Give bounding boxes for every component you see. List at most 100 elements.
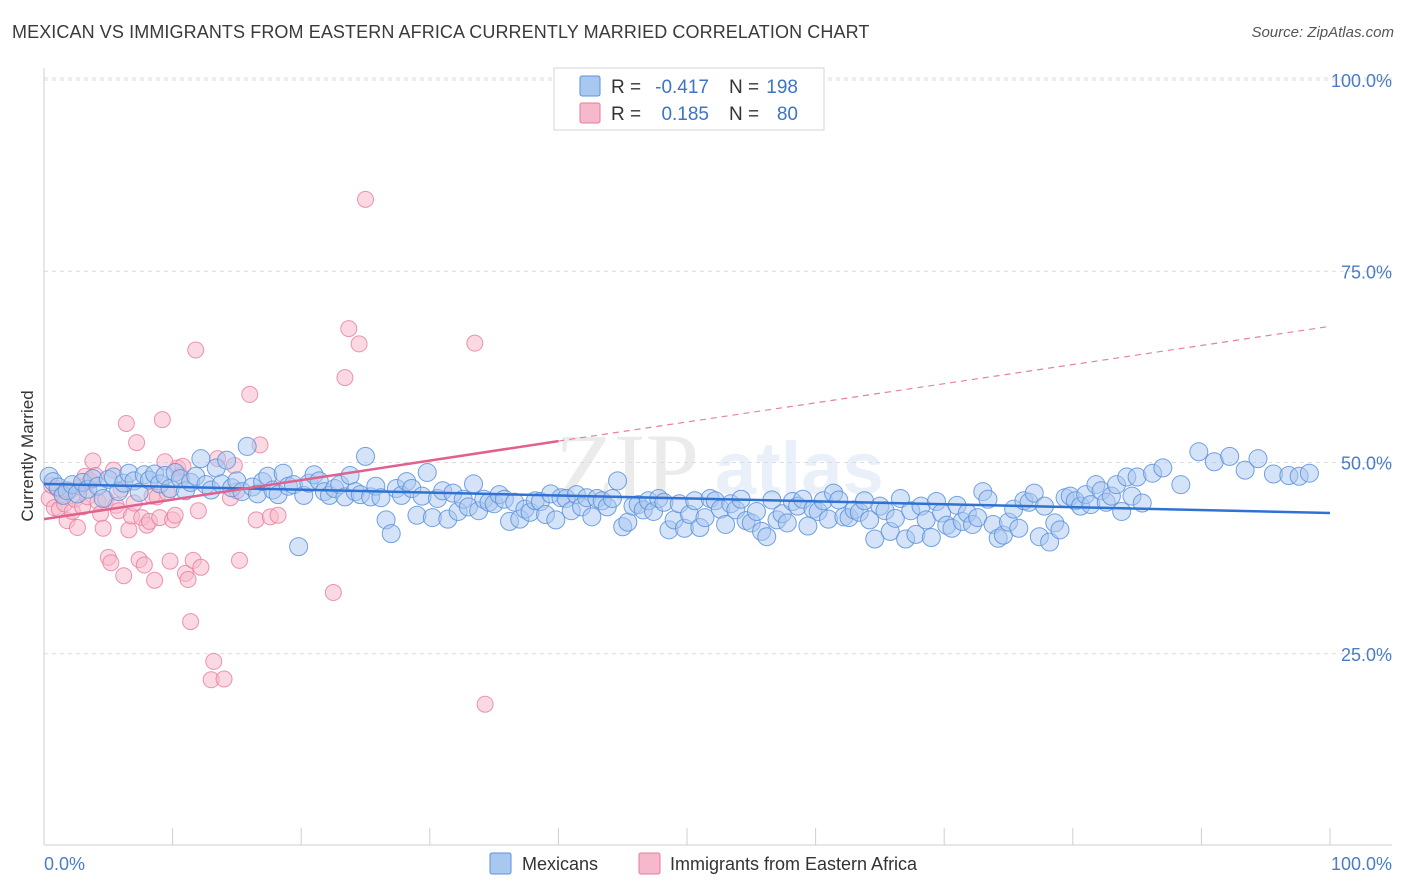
x-tick-marks: [43, 828, 1331, 845]
mexicans-point-161: [865, 529, 885, 549]
immigrants-point-69: [324, 584, 342, 602]
legend-swatch-mexicans: [579, 75, 601, 97]
immigrants-point-17: [84, 452, 102, 470]
gridlines: [44, 77, 1392, 655]
mexicans-point-219: [1220, 446, 1240, 466]
immigrants-point-30: [117, 414, 135, 432]
mexicans-point-113: [618, 512, 638, 532]
immigrants-point-34: [128, 434, 146, 452]
immigrants-point-49: [166, 506, 184, 524]
legend-r-value-2: 0.185: [661, 104, 709, 125]
mexicans-point-138: [746, 501, 766, 521]
trend-line-immigrants-extension: [558, 325, 1331, 442]
series-legend: Mexicans Immigrants from Eastern Africa: [489, 852, 918, 875]
mexicans-point-144: [777, 513, 797, 533]
trend-lines: [43, 325, 1331, 521]
mexicans-point-189: [1009, 518, 1029, 538]
mexicans-point-172: [921, 527, 941, 547]
mexicans-point-220: [1235, 460, 1255, 480]
mexicans-point-30: [191, 449, 211, 469]
mexicans-point-111: [608, 471, 628, 491]
immigrants-point-73: [357, 190, 374, 208]
mexicans-point-49: [289, 537, 309, 557]
immigrants-point-29: [115, 567, 133, 585]
y-tick-labels: 25.0% 50.0% 75.0% 100.0%: [1331, 71, 1392, 665]
mexicans-point-18: [129, 482, 149, 502]
mexicans-point-74: [417, 462, 437, 482]
mexicans-point-183: [978, 489, 998, 509]
immigrants-point-24: [102, 554, 120, 572]
immigrants-point-55: [182, 613, 200, 631]
immigrants-point-57: [187, 341, 205, 359]
mexicans-point-197: [1050, 520, 1070, 540]
mexicans-point-195: [1040, 532, 1060, 552]
legend-r-value-1: -0.417: [655, 77, 709, 98]
mexicans-point-221: [1248, 449, 1268, 469]
legend-n-label-2: N =: [729, 104, 759, 125]
mexicans-point-62: [356, 446, 375, 466]
mexicans-point-59: [340, 466, 360, 486]
immigrants-point-41: [146, 571, 164, 589]
stats-legend: R = -0.417 N = 198 R = 0.185 N = 80: [553, 67, 825, 131]
series-immigrants-points: [40, 190, 494, 713]
y-tick-label-75: 75.0%: [1341, 262, 1392, 282]
immigrants-point-31: [120, 521, 138, 539]
y-tick-label-50: 50.0%: [1341, 454, 1392, 474]
immigrants-point-65: [241, 385, 259, 403]
x-tick-label-max: 100.0%: [1331, 854, 1392, 874]
mexicans-point-154: [829, 490, 849, 510]
y-tick-label-25: 25.0%: [1341, 645, 1392, 665]
mexicans-point-209: [1112, 501, 1132, 521]
trend-line-mexicans: [43, 482, 1331, 515]
chart-title: MEXICAN VS IMMIGRANTS FROM EASTERN AFRIC…: [12, 22, 870, 42]
immigrants-point-44: [153, 411, 171, 429]
mexicans-point-99: [546, 510, 566, 530]
mexicans-point-140: [757, 527, 777, 547]
bottom-legend-label-immigrants: Immigrants from Eastern Africa: [670, 854, 918, 874]
mexicans-point-165: [885, 508, 905, 528]
immigrants-point-75: [476, 695, 494, 713]
mexicans-point-192: [1024, 483, 1044, 503]
x-tick-label-min: 0.0%: [44, 854, 85, 874]
mexicans-point-160: [860, 510, 880, 530]
immigrants-point-59: [192, 558, 210, 576]
legend-r-label-1: R =: [611, 77, 641, 98]
source-credit: Source: ZipAtlas.com: [1251, 24, 1394, 41]
bottom-legend-swatch-mexicans: [489, 852, 512, 875]
mexicans-point-215: [1153, 458, 1173, 478]
mexicans-point-67: [381, 524, 401, 544]
immigrants-point-61: [205, 652, 223, 670]
mexicans-point-110: [602, 488, 622, 508]
legend-n-value-2: 80: [777, 104, 798, 125]
y-axis-label: Currently Married: [18, 390, 37, 521]
immigrants-point-72: [350, 335, 368, 353]
mexicans-point-216: [1171, 475, 1191, 495]
immigrants-point-54: [179, 571, 197, 589]
mexicans-point-65: [371, 488, 391, 508]
immigrants-point-21: [94, 519, 112, 537]
legend-n-label-1: N =: [729, 77, 759, 98]
mexicans-point-39: [237, 436, 257, 456]
immigrants-point-37: [135, 556, 153, 574]
legend-swatch-immigrants: [579, 102, 601, 124]
bottom-legend-swatch-immigrants: [638, 852, 661, 875]
bottom-legend-label-mexicans: Mexicans: [522, 854, 598, 874]
immigrants-point-71: [340, 320, 358, 338]
immigrants-point-68: [269, 506, 287, 524]
legend-r-label-2: R =: [611, 104, 641, 125]
mexicans-point-132: [716, 514, 736, 534]
legend-n-value-1: 198: [766, 77, 798, 98]
immigrants-point-70: [336, 369, 354, 387]
mexicans-point-83: [464, 474, 484, 494]
mexicans-point-106: [582, 507, 602, 527]
immigrants-point-11: [68, 519, 86, 537]
immigrants-point-58: [189, 502, 207, 520]
immigrants-point-47: [161, 552, 179, 570]
immigrants-point-62: [215, 670, 233, 688]
mexicans-point-217: [1189, 442, 1209, 462]
immigrants-point-20: [92, 505, 110, 523]
trend-line-immigrants: [43, 439, 559, 521]
mexicans-point-225: [1299, 463, 1319, 483]
immigrants-point-74: [466, 334, 484, 352]
